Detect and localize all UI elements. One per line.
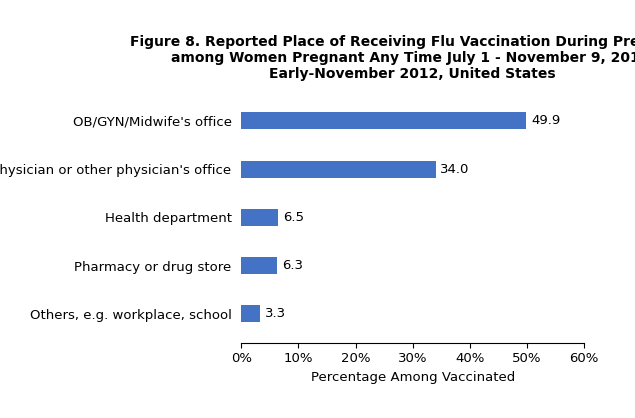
Bar bbox=[241, 209, 278, 226]
Title: Figure 8. Reported Place of Receiving Flu Vaccination During Pregnancy
among Wom: Figure 8. Reported Place of Receiving Fl… bbox=[130, 35, 635, 81]
Bar bbox=[241, 306, 260, 322]
Bar bbox=[241, 257, 277, 274]
X-axis label: Percentage Among Vaccinated: Percentage Among Vaccinated bbox=[311, 371, 515, 384]
Text: 6.5: 6.5 bbox=[283, 211, 304, 224]
Text: 49.9: 49.9 bbox=[531, 115, 560, 127]
Text: 34.0: 34.0 bbox=[440, 163, 469, 176]
Bar bbox=[241, 112, 526, 129]
Text: 6.3: 6.3 bbox=[282, 259, 303, 272]
Bar bbox=[241, 161, 436, 178]
Text: 3.3: 3.3 bbox=[265, 307, 286, 320]
